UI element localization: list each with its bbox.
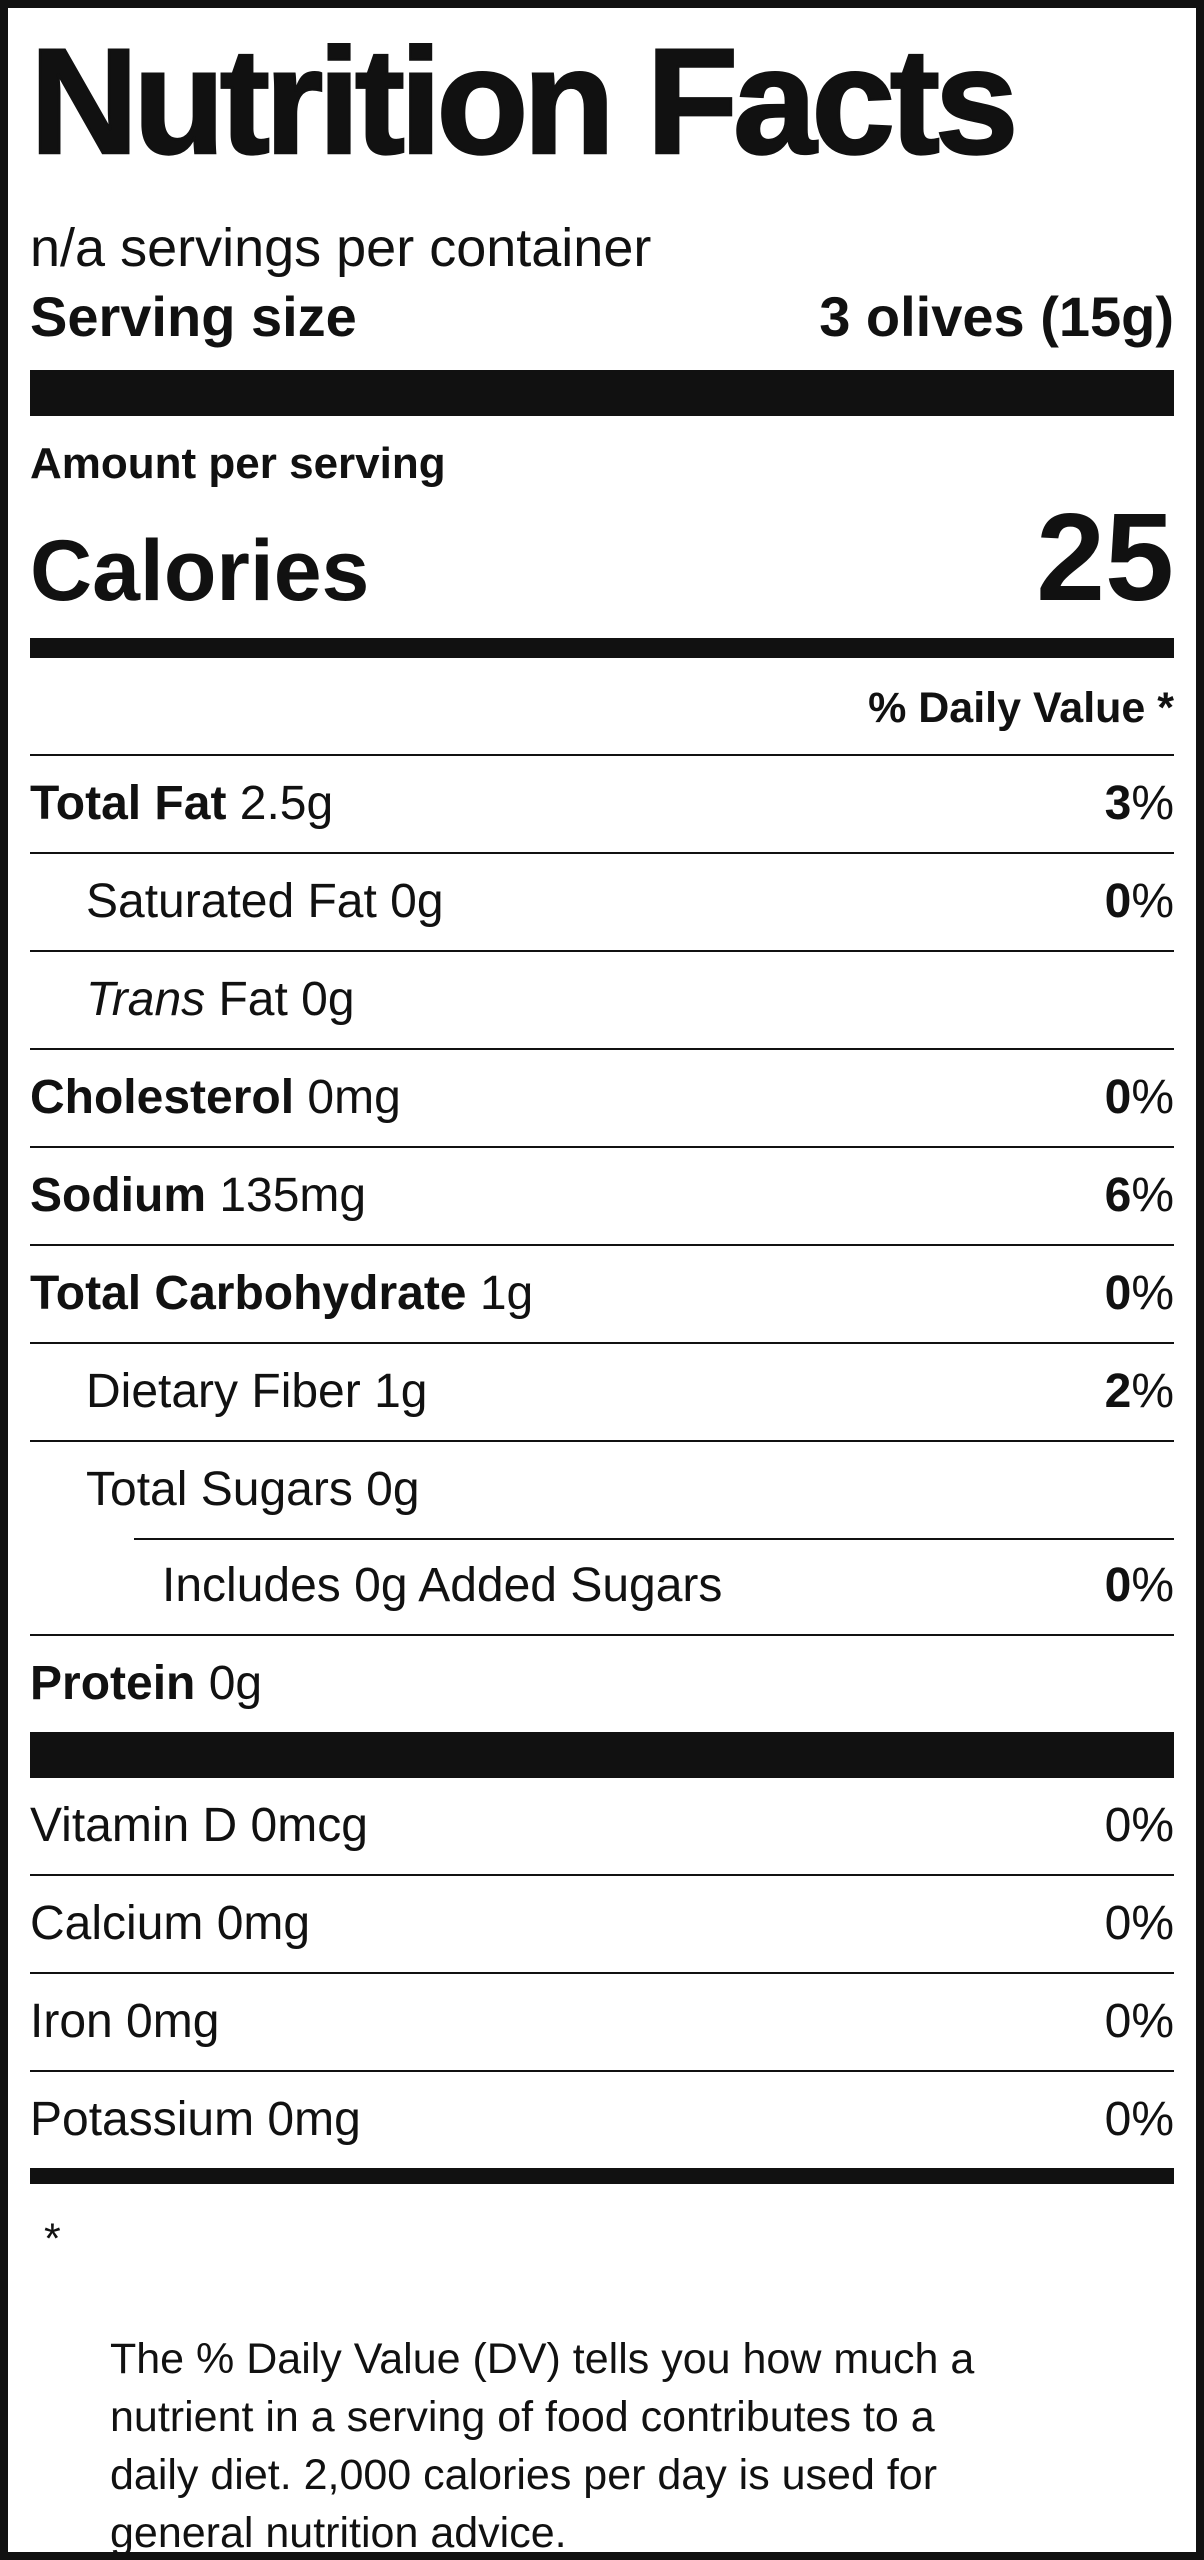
nutrient-name: Saturated Fat 0g <box>86 875 444 928</box>
section-bar-protein <box>30 1732 1174 1778</box>
serving-size-row: Serving size 3 olives (15g) <box>30 286 1174 348</box>
amount-per-serving-label: Amount per serving <box>30 439 446 488</box>
vitamin-rows: Vitamin D 0mcg 0% Calcium 0mg 0% Iron 0mg 0% P… <box>30 1778 1174 2168</box>
nutrient-row: Protein 0g <box>30 1634 1174 1732</box>
nutrient-name: Potassium 0mg <box>30 2093 361 2146</box>
section-bar-calories <box>30 638 1174 658</box>
nutrient-row: Total Sugars 0g <box>30 1440 1174 1538</box>
nutrient-row: Saturated Fat 0g 0% <box>30 852 1174 950</box>
nutrient-row: Trans Fat 0g <box>30 950 1174 1048</box>
nutrient-name: Cholesterol 0mg <box>30 1071 401 1124</box>
daily-value-percent: 0% <box>1104 1799 1174 1852</box>
nutrient-row: Includes 0g Added Sugars 0% <box>30 1538 1174 1634</box>
footnote-text: The % Daily Value (DV) tells you how muc… <box>110 2335 975 2557</box>
footnote-asterisk: * <box>44 2215 61 2263</box>
label-title: Nutrition Facts <box>29 17 1020 185</box>
servings-per-container: n/a servings per container <box>30 218 652 278</box>
daily-value-header: % Daily Value * <box>868 684 1174 732</box>
nutrient-row: Sodium 135mg 6% <box>30 1146 1174 1244</box>
nutrient-name: Total Carbohydrate 1g <box>30 1267 534 1320</box>
calories-row: Calories 25 <box>30 496 1174 626</box>
nutrient-row: Vitamin D 0mcg 0% <box>30 1778 1174 1874</box>
daily-value-percent: 0% <box>1104 1897 1174 1950</box>
daily-value-percent: 3% <box>1104 777 1174 830</box>
nutrient-name: Calcium 0mg <box>30 1897 311 1950</box>
calories-label: Calories <box>30 523 370 619</box>
serving-size-label: Serving size <box>30 285 357 348</box>
daily-value-percent: 0% <box>1104 1995 1174 2048</box>
nutrient-row: Iron 0mg 0% <box>30 1972 1174 2070</box>
nutrient-row: Cholesterol 0mg 0% <box>30 1048 1174 1146</box>
nutrient-name: Iron 0mg <box>30 1995 220 2048</box>
daily-value-percent: 0% <box>1104 1071 1174 1124</box>
nutrient-name: Total Sugars 0g <box>86 1463 420 1516</box>
nutrient-row: Dietary Fiber 1g 2% <box>30 1342 1174 1440</box>
nutrient-name: Trans Fat 0g <box>86 973 355 1026</box>
serving-size-value: 3 olives (15g) <box>819 285 1174 348</box>
nutrient-name: Protein 0g <box>30 1657 263 1710</box>
nutrient-row: Total Fat 2.5g 3% <box>30 754 1174 852</box>
nutrient-row: Total Carbohydrate 1g 0% <box>30 1244 1174 1342</box>
section-bar-minerals <box>30 2168 1174 2184</box>
daily-value-percent: 2% <box>1104 1365 1174 1418</box>
daily-value-percent: 0% <box>1104 1267 1174 1320</box>
calories-value: 25 <box>1036 489 1174 627</box>
nutrient-name: Includes 0g Added Sugars <box>162 1559 723 1612</box>
nutrient-row: Potassium 0mg 0% <box>30 2070 1174 2168</box>
nutrient-name: Vitamin D 0mcg <box>30 1799 368 1852</box>
daily-value-footnote: * The % Daily Value (DV) tells you how m… <box>30 2184 1174 2557</box>
daily-value-percent: 0% <box>1104 875 1174 928</box>
nutrient-row: Calcium 0mg 0% <box>30 1874 1174 1972</box>
daily-value-percent: 6% <box>1104 1169 1174 1222</box>
daily-value-percent: 0% <box>1104 1559 1174 1612</box>
nutrient-rows: Total Fat 2.5g 3% Saturated Fat 0g 0% Trans … <box>30 754 1174 1732</box>
nutrient-name: Sodium 135mg <box>30 1169 367 1222</box>
daily-value-percent: 0% <box>1104 2093 1174 2146</box>
section-bar-top <box>30 370 1174 416</box>
nutrient-name: Total Fat 2.5g <box>30 777 334 830</box>
nutrient-name: Dietary Fiber 1g <box>86 1365 428 1418</box>
